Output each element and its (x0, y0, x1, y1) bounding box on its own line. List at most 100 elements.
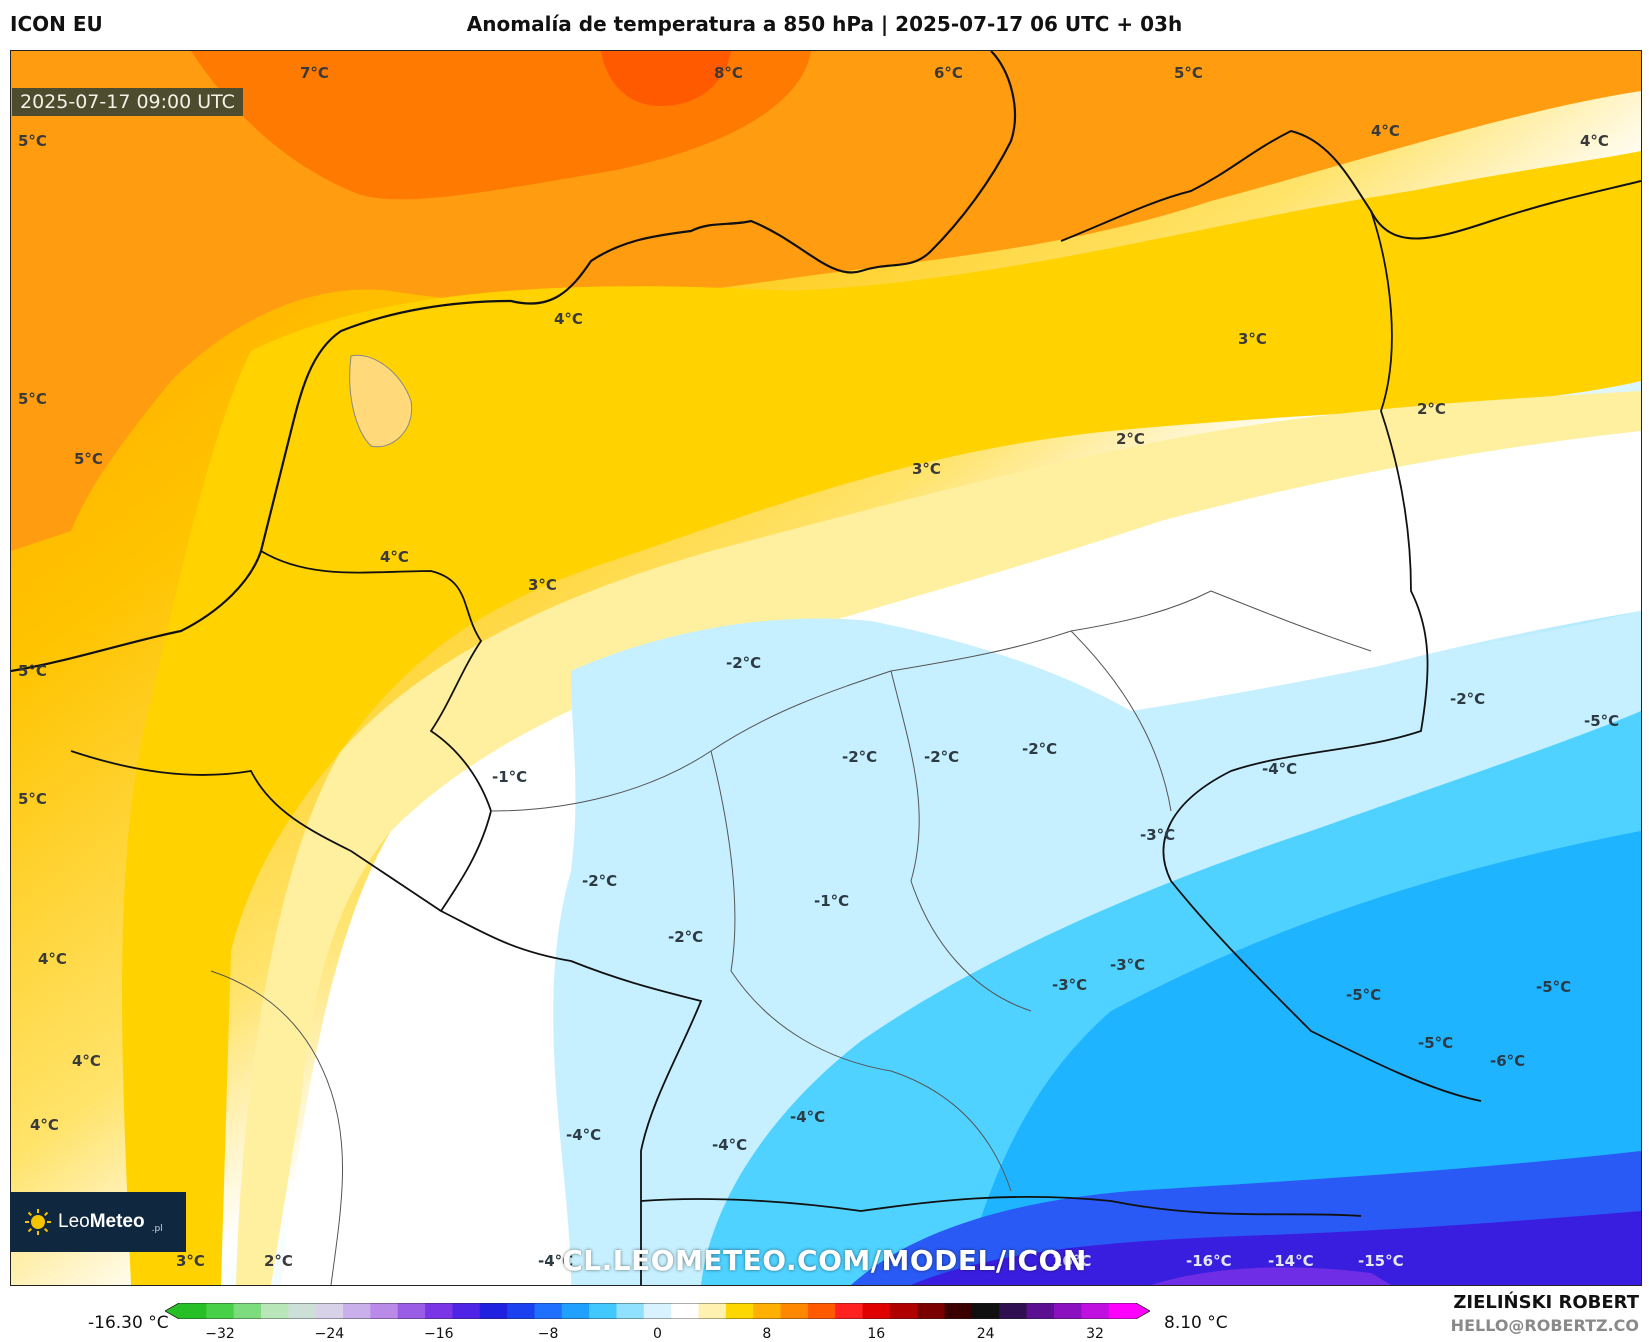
value-label: 7°C (300, 64, 329, 82)
model-url-watermark[interactable]: CL.LEOMETEO.COM/MODEL/ICON (562, 1244, 1087, 1277)
lake-outline (349, 354, 413, 448)
colorbar-swatch (561, 1303, 590, 1319)
colorbar-tick-label: 16 (867, 1326, 886, 1342)
value-label: 5°C (18, 790, 47, 808)
value-label: -4°C (566, 1126, 602, 1144)
regional-border (210, 970, 344, 1285)
author-email[interactable]: HELLO@ROBERTZ.CO (1450, 1316, 1639, 1335)
value-label: -4°C (1262, 760, 1298, 778)
anomaly-zone-violet (911, 1211, 1641, 1285)
author-credit: ZIELIŃSKI ROBERT (1453, 1292, 1639, 1313)
colorbar-swatch (288, 1303, 317, 1319)
value-label: 4°C (72, 1052, 101, 1070)
value-label: -3°C (1110, 956, 1146, 974)
colorbar-swatch (343, 1303, 371, 1319)
colorbar-swatch (643, 1303, 672, 1319)
value-label: 4°C (1580, 132, 1609, 150)
colorbar-swatch (971, 1303, 1000, 1319)
colorbar-swatch (999, 1303, 1028, 1319)
colorbar-min-extend (165, 1303, 179, 1319)
colorbar-swatch (315, 1303, 344, 1319)
colorbar-swatch (452, 1303, 481, 1319)
colorbar-swatch (507, 1303, 535, 1319)
map-panel[interactable] (10, 50, 1642, 1286)
colorbar-swatch (397, 1303, 426, 1319)
value-label: 16°C (1052, 1252, 1092, 1270)
colorbar-swatch (179, 1303, 207, 1319)
value-label: 5°C (18, 132, 47, 150)
anomaly-zone-magenta (1151, 1267, 1391, 1285)
colorbar-swatch (534, 1303, 563, 1319)
country-border (70, 750, 442, 912)
value-label: 3°C (176, 1252, 205, 1270)
value-label: -2°C (726, 654, 762, 672)
logo-suffix: .pl (151, 1224, 163, 1234)
regional-border (1070, 590, 1372, 812)
colorbar-swatch (889, 1303, 918, 1319)
colorbar-swatch (1053, 1303, 1082, 1319)
value-label: -16°C (1186, 1252, 1232, 1270)
colorbar-swatch (753, 1303, 782, 1319)
value-label: 5°C (18, 390, 47, 408)
model-name: ICON EU (10, 12, 103, 36)
colorbar-swatch (1081, 1303, 1110, 1319)
value-label: -1°C (814, 892, 850, 910)
value-label: -3°C (1052, 976, 1088, 994)
colorbar-swatch (261, 1303, 289, 1319)
value-label: -5°C (1584, 712, 1620, 730)
value-label: 5°C (1174, 64, 1203, 82)
colorbar-swatch (616, 1303, 645, 1319)
colorbar-tick-label: −32 (205, 1326, 235, 1342)
logo-text: LeoMeteo (58, 1211, 145, 1232)
value-label: 4°C (554, 310, 583, 328)
country-border (640, 1195, 1362, 1217)
colorbar-tick-label: 0 (653, 1326, 662, 1342)
value-label: -5°C (1346, 986, 1382, 1004)
value-label: 4°C (30, 1116, 59, 1134)
regional-border (490, 590, 1212, 812)
value-label: -2°C (1450, 690, 1486, 708)
colorbar-tick-label: −8 (537, 1326, 559, 1342)
value-label: 4°C (38, 950, 67, 968)
value-label: 4°C (1371, 122, 1400, 140)
colorbar-swatch (206, 1303, 235, 1319)
value-label: -2°C (924, 748, 960, 766)
country-border (1162, 210, 1482, 1102)
colorbar-swatch (1026, 1303, 1055, 1319)
value-label: 2°C (1417, 400, 1446, 418)
colorbar-swatch (944, 1303, 973, 1319)
value-label: -2°C (842, 748, 878, 766)
colorbar-swatch (725, 1303, 754, 1319)
anomaly-zone-red-orange (601, 51, 731, 106)
colorbar-swatch (807, 1303, 836, 1319)
colorbar-tick-label: 32 (1086, 1326, 1104, 1342)
colorbar-swatch (370, 1303, 399, 1319)
regional-border (710, 750, 1012, 1192)
leometeo-logo[interactable]: LeoMeteo .pl (10, 1192, 186, 1252)
value-label: -5°C (1418, 1034, 1454, 1052)
value-label: -4°C (538, 1252, 574, 1270)
value-label: 2°C (1116, 430, 1145, 448)
colorbar-swatch (425, 1303, 453, 1319)
value-label: -4°C (712, 1136, 748, 1154)
colorbar-tick-label: −16 (423, 1326, 454, 1342)
value-label: 4°C (380, 548, 409, 566)
value-label: -3°C (1140, 826, 1176, 844)
anomaly-map (11, 51, 1641, 1285)
value-label: 3°C (912, 460, 941, 478)
value-label: 5°C (18, 662, 47, 680)
colorbar-swatch (780, 1303, 809, 1319)
value-label: -2°C (582, 872, 618, 890)
value-label: -6°C (1490, 1052, 1526, 1070)
colorbar-swatch (917, 1303, 946, 1319)
coastline-east (1060, 129, 1641, 242)
colorbar-swatch (589, 1303, 617, 1319)
value-label: 2°C (264, 1252, 293, 1270)
value-label: 6°C (934, 64, 963, 82)
value-label: -4°C (790, 1108, 826, 1126)
colorbar-swatch (1108, 1303, 1137, 1319)
value-label: -2°C (668, 928, 704, 946)
coastline (11, 51, 1017, 673)
sun-icon (25, 1209, 51, 1235)
colorbar-max-extend (1136, 1303, 1150, 1319)
